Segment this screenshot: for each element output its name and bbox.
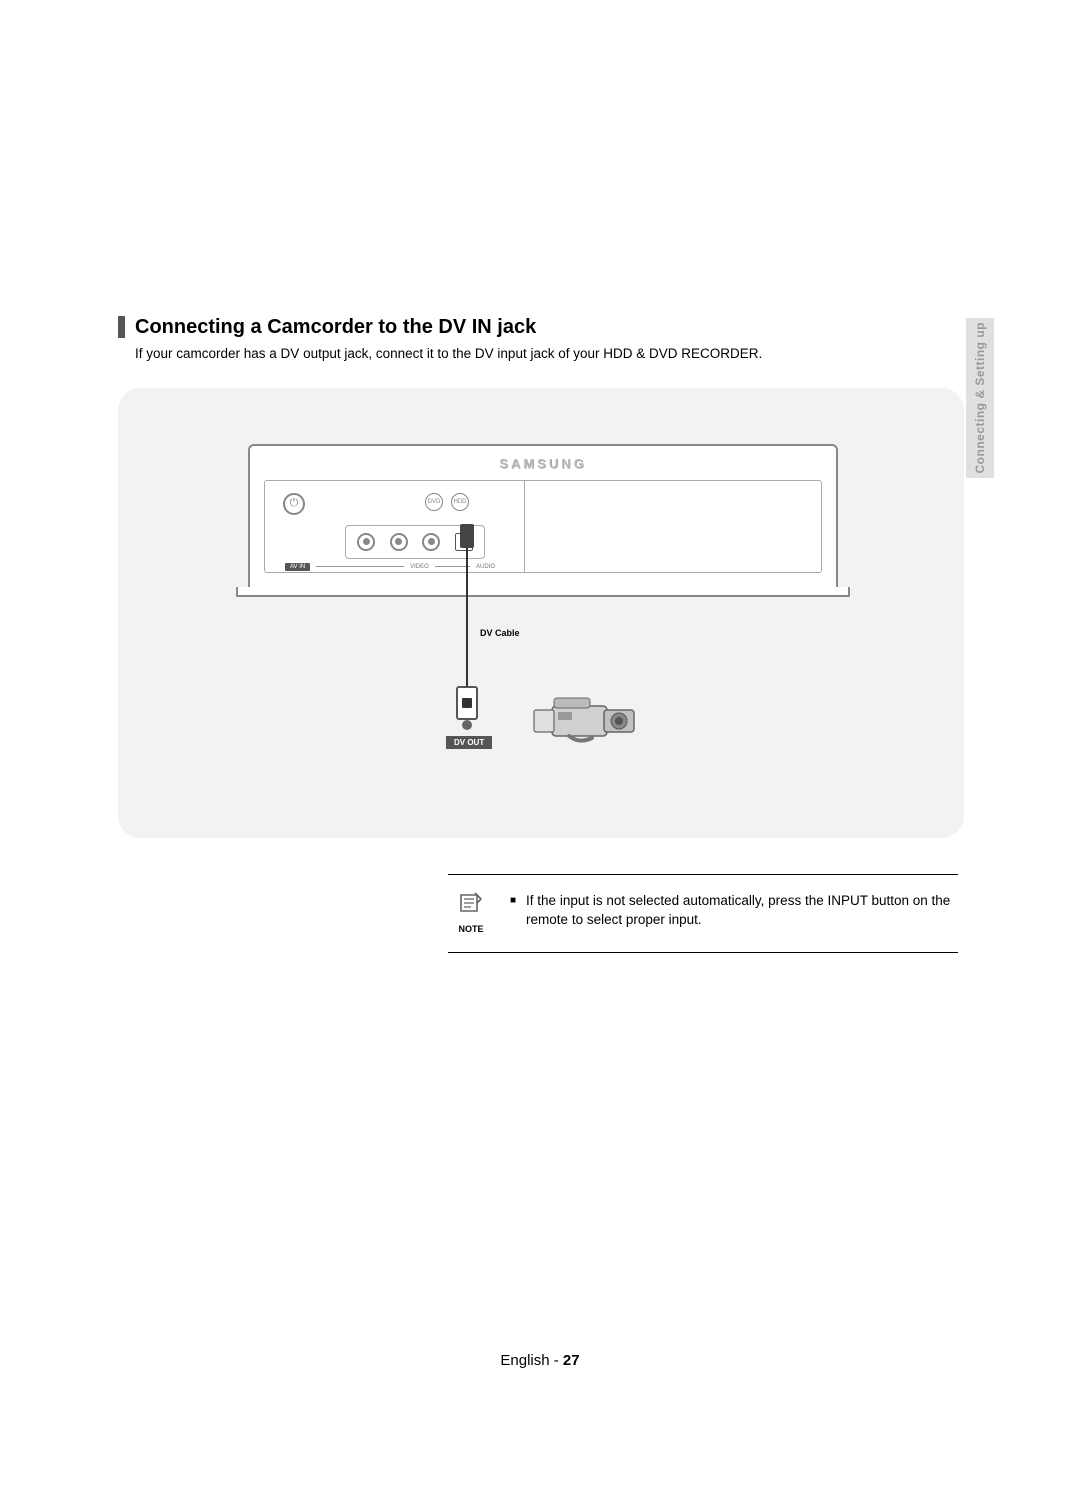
side-tab-text: Connecting & Setting up <box>973 322 987 474</box>
recorder-device: SAMSUNG ⏻ DVD HDD ▪▪ AV IN VIDEO <box>248 444 838 589</box>
front-panel: ⏻ DVD HDD ▪▪ AV IN VIDEO AUDIO <box>264 480 822 573</box>
rca-jack-audio-l <box>390 533 408 551</box>
avin-label: AV IN <box>285 563 310 571</box>
rca-jack-audio-r <box>422 533 440 551</box>
section-header: Connecting a Camcorder to the DV IN jack <box>118 316 964 339</box>
note-icon-column: NOTE <box>448 891 494 934</box>
bullet-icon: ■ <box>510 894 516 934</box>
connection-diagram: SAMSUNG ⏻ DVD HDD ▪▪ AV IN VIDEO <box>118 388 964 838</box>
section-title: Connecting a Camcorder to the DV IN jack <box>135 316 536 339</box>
rca-jack-video <box>357 533 375 551</box>
note-section: NOTE ■ If the input is not selected auto… <box>448 874 958 953</box>
video-label: VIDEO <box>410 564 429 570</box>
dv-out-label: DV OUT <box>446 736 492 749</box>
dv-cable-top-plug <box>460 524 474 548</box>
footer-separator: - <box>550 1352 563 1369</box>
footer-language: English <box>500 1352 549 1369</box>
dvd-button: DVD <box>425 493 443 511</box>
header-accent-bar <box>118 316 125 338</box>
brand-label: SAMSUNG <box>499 456 586 471</box>
note-icon <box>448 891 494 922</box>
section-side-tab: Connecting & Setting up <box>966 318 994 478</box>
camcorder-icon <box>524 688 644 748</box>
note-body: ■ If the input is not selected automatic… <box>510 891 958 934</box>
page-footer: English - 27 <box>0 1352 1080 1369</box>
dv-cable-label: DV Cable <box>480 628 520 638</box>
note-label: NOTE <box>448 924 494 934</box>
section-description: If your camcorder has a DV output jack, … <box>135 345 964 364</box>
dv-cable-line <box>466 548 468 688</box>
dv-cable-tip <box>462 720 472 730</box>
panel-left: ⏻ DVD HDD ▪▪ AV IN VIDEO AUDIO <box>265 481 525 572</box>
dv-cable-bottom-plug <box>456 686 478 720</box>
note-text: If the input is not selected automatical… <box>526 891 958 934</box>
footer-page-number: 27 <box>563 1352 580 1369</box>
audio-label: AUDIO <box>476 564 495 570</box>
jack-labels: AV IN VIDEO AUDIO <box>285 563 495 571</box>
panel-right <box>525 481 821 572</box>
recorder-base <box>236 587 850 597</box>
hdd-button: HDD <box>451 493 469 511</box>
power-button-icon: ⏻ <box>283 493 305 515</box>
page-content: Connecting a Camcorder to the DV IN jack… <box>118 316 964 953</box>
